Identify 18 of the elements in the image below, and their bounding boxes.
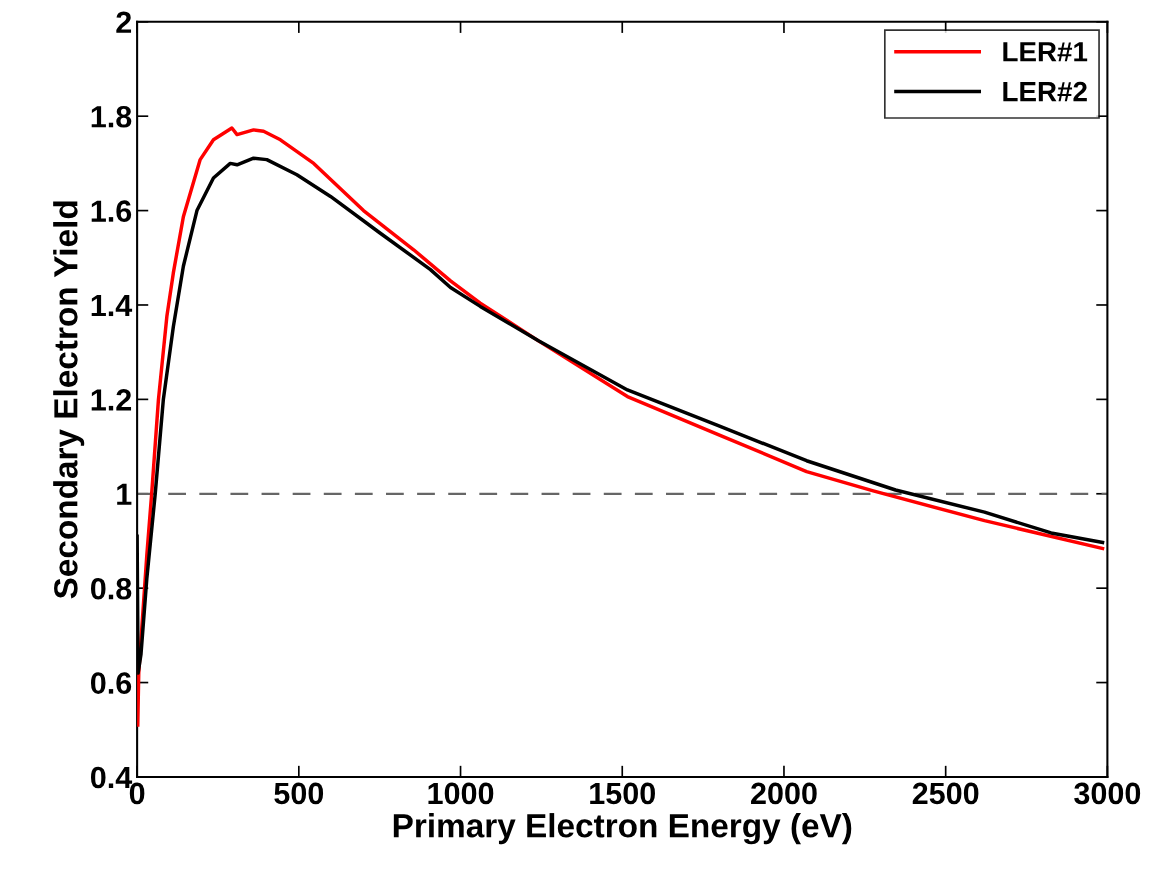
x-tick-label: 1000 xyxy=(428,782,494,805)
y-tick-label: 1.8 xyxy=(91,105,132,128)
x-tick-label: 3000 xyxy=(1074,782,1141,805)
y-tick-label: 1.4 xyxy=(91,295,133,317)
x-tick-label: 2000 xyxy=(751,782,817,805)
y-tick-label: 2 xyxy=(116,11,132,33)
y-tick-label: 0.6 xyxy=(90,672,132,694)
y-tick-label: 1 xyxy=(117,483,132,505)
y-axis-title: Secondary Electron Yield xyxy=(53,201,85,599)
x-tick-label: 500 xyxy=(274,782,324,805)
y-tick-label: 0.8 xyxy=(90,577,132,600)
legend-label: LER#1 xyxy=(1003,42,1088,62)
x-axis-title: Primary Electron Energy (eV) xyxy=(393,813,852,845)
y-tick-label: 1.2 xyxy=(91,389,132,411)
legend-label: LER#2 xyxy=(1003,81,1087,102)
x-tick-label: 2500 xyxy=(912,782,979,805)
x-tick-label: 1500 xyxy=(590,782,655,805)
y-tick-label: 1.6 xyxy=(91,200,132,222)
